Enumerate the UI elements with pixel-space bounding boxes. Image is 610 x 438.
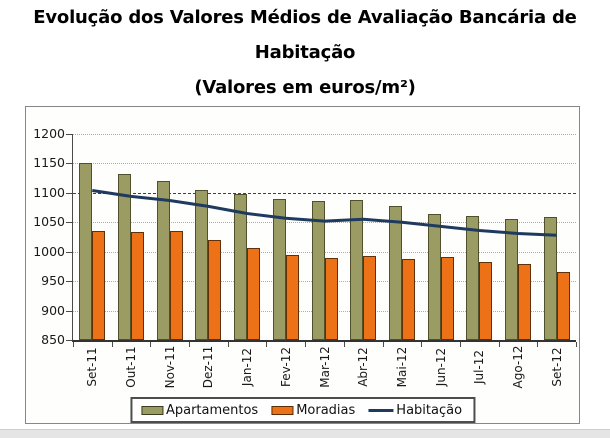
bar-apartamentos (118, 174, 132, 340)
gridline-1000 (73, 251, 576, 253)
x-axis-label: Mar-12 (317, 346, 332, 388)
x-axis-tick (498, 342, 500, 347)
legend-label-apartamentos: Apartamentos (165, 402, 259, 418)
legend-label-moradias: Moradias (296, 402, 356, 418)
legend-item-habitação: Habitação (368, 403, 462, 418)
bar-apartamentos (388, 205, 402, 340)
x-axis-label: Jan-12 (240, 347, 255, 387)
bar-apartamentos (272, 199, 286, 340)
x-axis-label: Set-11 (85, 347, 100, 387)
x-axis-label: Nov-11 (162, 345, 177, 389)
y-axis-tick (66, 163, 72, 165)
x-axis-label: Ago-12 (510, 345, 525, 389)
x-axis-label: Dez-11 (201, 345, 216, 389)
bar-apartamentos (504, 219, 518, 340)
x-axis-tick (537, 342, 539, 347)
x-axis-tick (421, 342, 423, 347)
x-axis-tick (382, 342, 384, 347)
x-axis-label: Mai-12 (394, 346, 409, 388)
bar-apartamentos (350, 199, 364, 340)
bar-apartamentos (79, 163, 93, 340)
bar-apartamentos (195, 189, 209, 340)
plot-area: 850 900 950 1000 1050 1100 1150 1200 Set-11 Out-1… (33, 127, 577, 389)
bar-moradias (169, 230, 183, 340)
y-axis-tick (66, 310, 72, 312)
x-axis-tick (227, 342, 229, 347)
bar-apartamentos (427, 214, 441, 340)
bar-apartamentos (156, 181, 170, 340)
bar-apartamentos (234, 194, 248, 340)
chart-title: Evolução dos Valores Médios de Avaliação… (0, 6, 610, 111)
y-axis-label: 850 (41, 332, 65, 347)
y-axis-tick (66, 251, 72, 253)
y-axis-label: 1150 (33, 155, 65, 171)
bar-apartamentos (466, 216, 480, 340)
y-axis-label: 950 (41, 273, 65, 289)
x-axis-tick (343, 342, 345, 347)
x-axis-tick (111, 342, 113, 347)
bar-apartamentos (543, 217, 557, 340)
x-axis-label: Jul-12 (472, 349, 487, 385)
y-axis-label: 1200 (33, 126, 65, 141)
x-axis-label: Set-12 (549, 347, 564, 387)
bar-moradias (208, 239, 222, 340)
y-axis-label: 1050 (33, 214, 65, 230)
x-axis-label: Fev-12 (278, 347, 293, 388)
x-axis-tick (73, 342, 74, 347)
x-axis-tick (150, 342, 152, 347)
chart-title-line-1: Evolução dos Valores Médios de Avaliação… (33, 7, 577, 28)
legend-swatch-apartamentos (140, 405, 163, 415)
bar-moradias (401, 258, 415, 340)
bar-apartamentos (311, 201, 325, 340)
y-axis-tick (66, 340, 72, 341)
gridline-1100 (73, 192, 576, 194)
y-axis-tick (66, 222, 72, 224)
chart-title-line-2: Habitação (254, 42, 356, 63)
chart-frame: 850 900 950 1000 1050 1100 1150 1200 Set-11 Out-1… (25, 106, 580, 424)
bar-moradias (324, 257, 338, 340)
bar-moradias (247, 247, 261, 340)
x-axis-tick (576, 342, 577, 347)
legend-item-moradias: Moradias (271, 403, 355, 418)
x-axis-label: Jun-12 (433, 347, 448, 387)
y-axis-label: 1000 (33, 243, 65, 259)
legend-swatch-moradias (271, 405, 294, 415)
gridline-1200 (73, 134, 576, 135)
bar-moradias (556, 271, 570, 340)
bar-moradias (517, 264, 531, 340)
x-axis-tick (305, 342, 307, 347)
x-axis-label: Out-11 (124, 346, 139, 388)
legend-item-apartamentos: Apartamentos (140, 402, 259, 418)
x-axis-tick (266, 342, 268, 347)
gridline-1050 (73, 222, 576, 224)
x-axis-tick (189, 342, 191, 347)
y-axis-label: 900 (41, 302, 65, 318)
bar-moradias (440, 257, 454, 340)
y-axis-tick (66, 281, 72, 283)
bar-moradias (131, 232, 145, 340)
bar-moradias (92, 231, 106, 340)
y-axis-tick (66, 192, 72, 194)
page-bottom-strip (0, 429, 610, 438)
chart-title-line-3: (Valores em euros/m²) (194, 77, 416, 98)
x-axis-label: Abr-12 (356, 347, 371, 387)
legend-label-habitação: Habitação (396, 402, 463, 418)
y-axis-tick (66, 134, 72, 135)
legend: Apartamentos Moradias Habitação (129, 397, 476, 423)
bar-moradias (479, 261, 493, 340)
bar-moradias (285, 254, 299, 340)
bar-moradias (363, 255, 377, 340)
x-axis-tick (459, 342, 461, 347)
legend-swatch-habitação (368, 408, 394, 412)
gridline-1150 (73, 163, 576, 165)
y-axis-label: 1100 (33, 184, 65, 200)
